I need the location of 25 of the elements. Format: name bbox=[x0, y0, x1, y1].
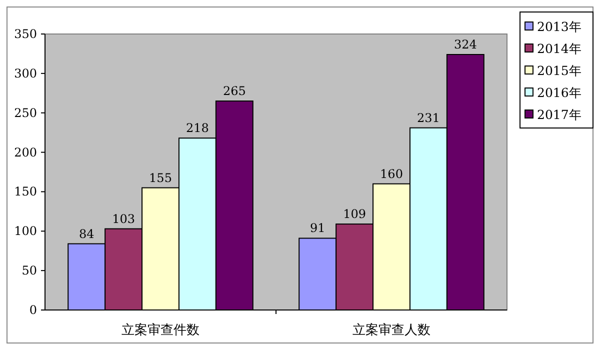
data-label: 324 bbox=[454, 38, 478, 52]
y-tick-label: 150 bbox=[14, 184, 37, 199]
x-tick-label: 立案审查件数 bbox=[122, 322, 200, 338]
y-tick-label: 100 bbox=[14, 224, 37, 238]
legend-label: 2014年 bbox=[537, 41, 582, 56]
data-label: 84 bbox=[78, 226, 95, 241]
data-label: 103 bbox=[112, 212, 135, 226]
legend-label: 2013年 bbox=[537, 19, 582, 34]
data-label: 265 bbox=[222, 84, 246, 98]
data-label: 91 bbox=[310, 221, 326, 236]
data-label: 155 bbox=[149, 170, 172, 185]
y-tick-label: 0 bbox=[29, 303, 37, 317]
data-label: 231 bbox=[417, 110, 440, 125]
y-tick-label: 350 bbox=[14, 27, 37, 41]
data-label: 109 bbox=[343, 207, 366, 222]
legend-label: 2017年 bbox=[537, 107, 582, 122]
y-tick-label: 200 bbox=[14, 145, 37, 160]
data-label: 160 bbox=[380, 166, 403, 181]
x-tick-label: 立案审查人数 bbox=[352, 322, 430, 338]
y-tick-label: 250 bbox=[14, 106, 37, 120]
y-tick-label: 50 bbox=[22, 264, 37, 278]
data-label: 218 bbox=[186, 121, 209, 136]
legend-label: 2016年 bbox=[537, 85, 582, 100]
legend-label: 2015年 bbox=[537, 63, 582, 78]
y-tick-label: 300 bbox=[14, 66, 37, 80]
